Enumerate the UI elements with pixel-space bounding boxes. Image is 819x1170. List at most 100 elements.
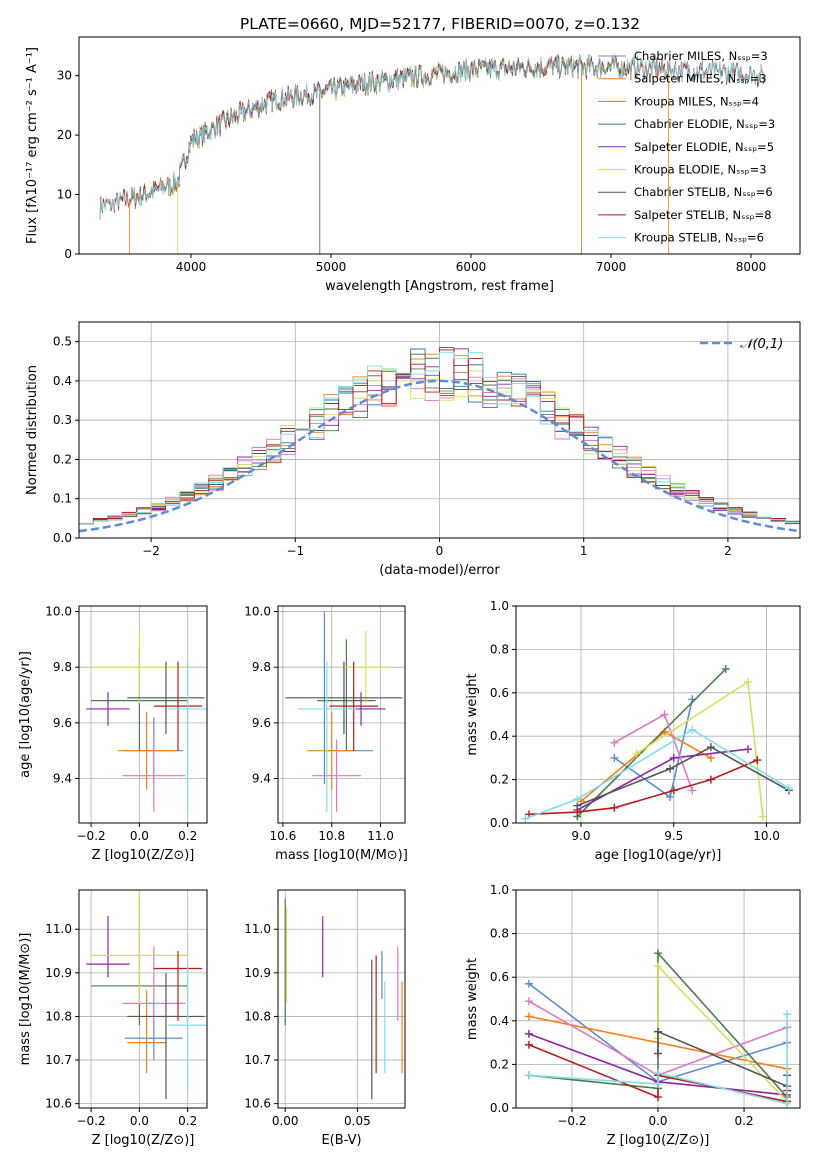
legend-label: Salpeter MILES, Nₛₛₚ=3 [634,72,767,86]
y-tick-label: 11.0 [244,922,271,936]
axes-massweight_vs_Z: −0.2 0.0 0.2 0.0 0.2 0.4 0.6 0.8 1.0 Z [log10(Z/Z… [465,883,801,1148]
y-tick-label: 0.8 [490,642,509,656]
mass-weight-marker [654,1049,662,1058]
y-tick-label: 0.6 [490,970,509,984]
y-tick-label: 11.0 [45,922,72,936]
mass-weight-line [576,668,727,818]
legend-label: Chabrier ELODIE, Nₛₛₚ=3 [634,117,775,131]
axes-frame [277,889,406,1109]
plot-area-residuals [79,347,800,533]
x-tick-label: 10.6 [270,829,297,843]
x-tick-label: 0.00 [272,1114,299,1128]
mass-weight-marker [744,677,753,686]
y-tick-label: 0.5 [53,335,72,349]
legend-label: Chabrier MILES, Nₛₛₚ=3 [634,49,768,63]
x-axis-label: wavelength [Angstrom, rest frame] [325,279,554,294]
legend-label: Salpeter STELIB, Nₛₛₚ=8 [634,208,772,222]
mass-weight-marker [654,962,662,971]
y-tick-label: 10.0 [45,605,72,619]
x-axis-label: Z [log10(Z/Z⊙)] [92,1133,195,1148]
x-tick-label: 10.8 [318,829,345,843]
y-tick-label: 0.1 [53,492,72,506]
y-tick-label: 0.6 [490,686,509,700]
axes-mass_vs_EBV: 0.00 0.05 10.6 10.7 10.8 10.9 11.0 E(B-V) [244,889,406,1148]
x-tick-label: 1 [580,544,588,558]
mass-weight-marker [706,743,715,752]
x-axis-label: Z [log10(Z/Z⊙)] [607,1133,710,1148]
y-tick-label: 0.0 [490,1101,509,1115]
mass-weight-marker [573,808,582,817]
mass-weight-line [528,759,758,816]
mass-weight-line [525,728,790,820]
axes-age_vs_mass: 10.6 10.8 11.0 9.4 9.6 9.8 10.0 mass [log10(M/M… [244,605,408,863]
axes-frame [78,36,801,255]
mass-weight-marker [758,812,767,821]
legend-label: Kroupa MILES, Nₛₛₚ=4 [634,94,759,108]
x-tick-label: 9.0 [571,829,590,843]
plot-area-age_vs_Z [86,631,207,812]
plot-area-mass_vs_Z [86,890,207,1100]
y-tick-label: 9.8 [53,660,72,674]
y-tick-label: 10.9 [244,966,271,980]
plot-area-spectrum [99,53,765,254]
plot-area-massweight_vs_age [521,664,793,823]
y-tick-label: 1.0 [490,599,509,613]
y-tick-label: 0.3 [53,413,72,427]
y-tick-label: 0.0 [490,816,509,830]
mass-weight-marker [610,738,619,747]
x-tick-label: 8000 [736,260,767,274]
mass-weight-marker [753,756,762,765]
mass-weight-marker [783,1010,792,1019]
spectrum-line [99,54,765,217]
y-tick-label: 0.2 [490,773,509,787]
x-axis-label: mass [log10(M/M⊙)] [275,848,408,863]
mass-weight-marker [688,725,697,734]
y-tick-label: 1.0 [490,883,509,897]
y-tick-label: 30 [57,69,72,83]
y-axis-label: Normed distribution [25,365,40,495]
y-tick-label: 20 [57,128,72,142]
axes-spectrum: Chabrier MILES, Nₛₛₚ=3 Salpeter MILES, Nₛ… [25,36,801,294]
mass-weight-marker [524,1040,533,1049]
mass-weight-marker [706,753,715,762]
axes-frame [277,605,406,824]
mass-weight-marker [783,1099,792,1108]
x-axis-label: E(B-V) [321,1133,361,1148]
x-tick-label: 0.0 [130,1114,149,1128]
mass-weight-marker [669,786,678,795]
mass-weight-marker [721,664,730,673]
y-axis-label: Flux [fλ10⁻¹⁷ erg cm⁻² s⁻¹ A⁻¹] [25,47,40,244]
plot-area-massweight_vs_Z [524,949,792,1108]
y-tick-label: 10 [57,188,72,202]
figure-title: PLATE=0660, MJD=52177, FIBERID=0070, z=0… [240,15,640,33]
x-tick-label: 0.0 [648,1114,667,1128]
plot-area-mass_vs_EBV [284,898,403,1100]
y-tick-label: 10.8 [244,1009,271,1023]
mass-weight-marker [688,786,697,795]
mass-weight-marker [706,775,715,784]
residual-histogram [79,351,800,525]
mass-weight-marker [524,1029,533,1038]
x-tick-label: 11.0 [367,829,394,843]
y-tick-label: 0.2 [53,452,72,466]
x-tick-label: 4000 [176,260,207,274]
mass-weight-marker [521,814,530,823]
x-axis-label: Z [log10(Z/Z⊙)] [92,848,195,863]
mass-weight-marker [654,1080,662,1089]
x-tick-label: −2 [142,544,160,558]
mass-weight-marker [524,1012,533,1021]
x-tick-label: −0.2 [557,1114,586,1128]
x-tick-label: 10.0 [753,829,780,843]
y-tick-label: 0.4 [490,1014,509,1028]
x-tick-label: 0 [436,544,444,558]
normal-curve [79,379,800,533]
legend-label: 𝒩(0,1) [740,337,783,352]
mass-weight-marker [784,784,793,793]
y-tick-label: 10.0 [244,605,271,619]
x-tick-label: 7000 [596,260,627,274]
mass-weight-marker [666,792,675,801]
x-tick-label: 9.5 [664,829,683,843]
x-axis-label: (data-model)/error [379,563,500,578]
mass-weight-marker [744,745,753,754]
